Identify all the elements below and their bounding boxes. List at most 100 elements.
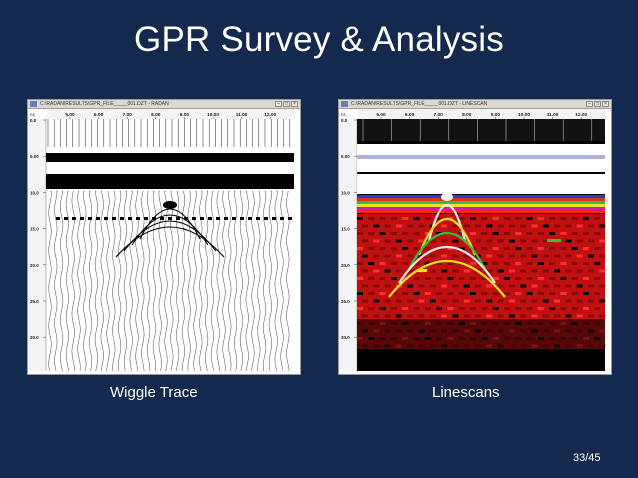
scatter-cell <box>447 247 454 250</box>
scatter-cell <box>594 247 601 250</box>
scatter-cell <box>413 217 420 220</box>
scatter-cell <box>379 292 386 295</box>
wiggle-trace <box>141 190 145 372</box>
scatter-cell <box>486 239 493 243</box>
scatter-cell <box>475 239 481 243</box>
scatter-cell <box>424 217 431 220</box>
close-icon[interactable]: × <box>602 101 609 107</box>
scatter-cell <box>571 292 578 295</box>
minimize-icon[interactable]: – <box>275 101 282 107</box>
wiggle-trace <box>123 190 127 372</box>
scatter-cell <box>599 299 606 303</box>
wiggle-trace <box>263 190 267 372</box>
scatter-cell <box>588 239 594 243</box>
scatter-cell <box>395 269 402 273</box>
scatter-cell <box>390 217 397 220</box>
scatter-cell <box>537 262 544 265</box>
scatter-cell <box>594 232 601 235</box>
scatter-cell <box>542 224 549 228</box>
scatter-cell <box>526 247 533 250</box>
scatter-cell <box>549 232 556 235</box>
y-tick-label: 20.0 <box>30 263 39 268</box>
scatter-cell <box>418 239 425 243</box>
scatter-cell <box>373 314 380 318</box>
scatter-cell <box>373 269 380 273</box>
scatter-cell <box>537 277 544 280</box>
scatter-cell <box>463 314 470 318</box>
scatter-cell <box>390 292 397 295</box>
maximize-icon[interactable]: □ <box>283 101 290 107</box>
scatter-cell <box>463 239 470 243</box>
scatter-cell <box>362 239 368 243</box>
scatter-cell <box>503 307 510 310</box>
wiggle-trace-plot: ns 5.00 6.00 7.00 8.00 9.00 10.00 11.00 12.00 0.0… <box>28 109 300 374</box>
wiggle-trace <box>205 190 209 372</box>
y-tick-label: 15.0 <box>341 227 350 232</box>
reflector-mark <box>96 217 100 220</box>
maximize-icon[interactable]: □ <box>594 101 601 107</box>
scatter-cell <box>368 277 375 280</box>
scatter-cell <box>384 314 391 318</box>
target-hyperbola <box>408 231 486 270</box>
scatter-cell <box>390 307 397 310</box>
target-hyperbola <box>398 246 496 284</box>
scatter-cell <box>508 284 515 288</box>
linescan-window-title: C:\RADAN\RESULTS\GPR_FILE_____001.DZT - … <box>351 101 488 107</box>
scatter-cell <box>447 262 454 265</box>
scatter-cell <box>475 224 481 228</box>
scatter-cell <box>357 307 363 310</box>
wiggle-trace <box>147 190 151 371</box>
scatter-cell <box>357 292 363 295</box>
scatter-cell <box>554 224 561 228</box>
scatter-cell <box>384 239 391 243</box>
scatter-cell <box>515 217 522 220</box>
scatter-cell <box>384 284 391 288</box>
scatter-cell <box>576 299 583 303</box>
reflector-mark <box>200 217 204 220</box>
scatter-cell <box>583 277 589 280</box>
scatter-cell <box>458 277 465 280</box>
scatter-cell <box>441 314 448 318</box>
wiggle-trace <box>65 190 69 372</box>
scatter-cell <box>481 277 488 280</box>
scatter-cell <box>441 239 448 243</box>
scatter-cell <box>554 314 561 318</box>
x-tick-label: 8.00 <box>151 112 161 118</box>
x-tick-label: 9.00 <box>491 112 501 118</box>
reflection-stripe <box>357 210 605 213</box>
scatter-cell <box>549 217 556 220</box>
reflector-mark <box>184 217 188 220</box>
y-axis-strip <box>28 119 46 371</box>
close-icon[interactable]: × <box>291 101 298 107</box>
x-tick-label: 8.00 <box>462 112 472 118</box>
minimize-icon[interactable]: – <box>586 101 593 107</box>
scatter-cell <box>515 307 522 310</box>
scatter-cell <box>526 292 533 295</box>
reflector-mark <box>160 217 164 220</box>
scatter-cell <box>368 217 375 220</box>
x-tick-label: 11.00 <box>236 112 248 118</box>
x-tick-label: 12.00 <box>264 112 276 118</box>
scatter-cell <box>418 314 425 318</box>
reflector-mark <box>144 217 148 220</box>
scatter-cell <box>554 269 561 273</box>
scatter-cell <box>508 314 515 318</box>
scatter-cell <box>463 269 470 273</box>
scatter-cell <box>452 299 459 303</box>
x-tick-label: 9.00 <box>180 112 190 118</box>
scatter-cell <box>373 284 380 288</box>
scatter-cell <box>362 254 368 258</box>
scatter-cell <box>583 232 589 235</box>
scatter-cell <box>588 269 594 273</box>
scatter-cell <box>560 292 567 295</box>
scatter-cell <box>526 307 533 310</box>
scatter-cell <box>413 247 420 250</box>
scatter-cell <box>441 224 448 228</box>
scatter-cell <box>576 254 583 258</box>
scatter-cell <box>503 232 510 235</box>
scatter-cell <box>470 217 476 220</box>
reflector-mark <box>264 217 268 220</box>
scatter-cell <box>492 247 499 250</box>
scatter-cell <box>418 299 425 303</box>
